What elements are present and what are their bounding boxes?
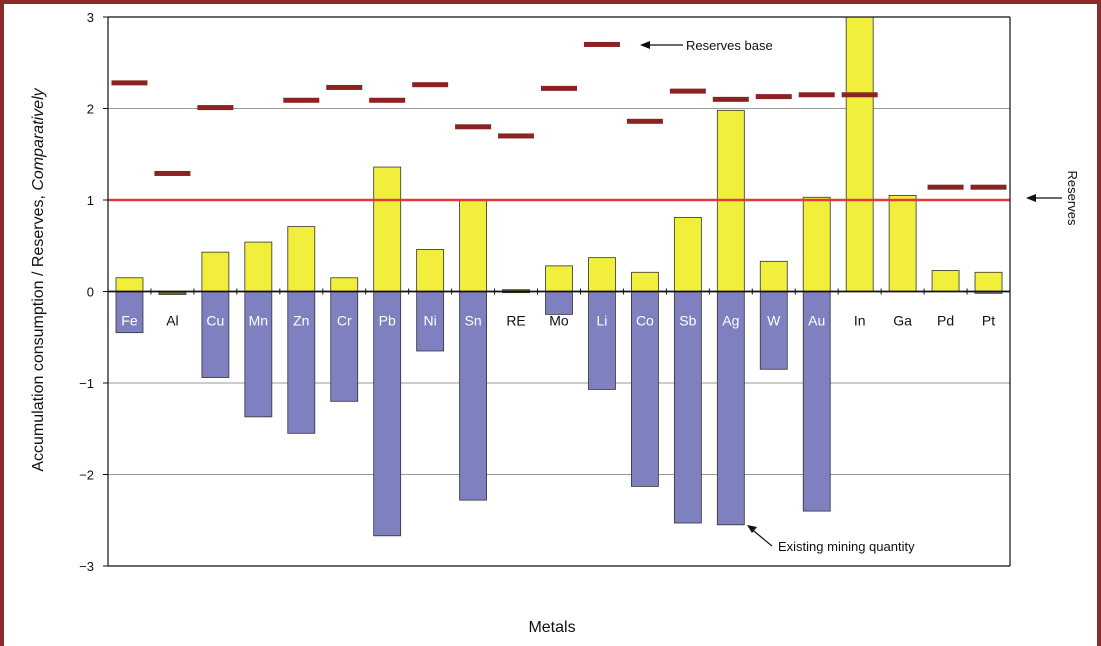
category-label-ga: Ga [893, 313, 912, 329]
consumption-bar-in [845, 16, 874, 292]
category-label-ag: Ag [722, 313, 739, 329]
reserves-base-mark-cr [326, 84, 363, 90]
reserves-base-mark-re [498, 133, 535, 139]
mining-bar-cr [330, 291, 359, 402]
mining-bar-sn [459, 291, 487, 501]
labels: Fe Al Cu Mn Zn Cr Pb Ni Sn RE Mo Li Co Sb Ag W Au In Ga Pd P… [121, 313, 995, 329]
reserves-base-arrowhead [640, 41, 650, 49]
reserves-base-mark-zn [283, 97, 320, 103]
reserves-base-mark-au [798, 92, 835, 98]
mining-bar-w [759, 291, 788, 370]
mining-bar-li [588, 291, 616, 390]
consumption-bar-sb [673, 216, 702, 292]
category-label-pb: Pb [379, 313, 396, 329]
reserves-base-mark-sb [669, 88, 706, 94]
mining-bar-mo [545, 291, 573, 315]
y-axis-label: Accumulation consumption / Reserves, Com… [30, 87, 47, 471]
consumption-bar-pb [373, 166, 402, 292]
reserves-label: Reserves [1065, 171, 1080, 226]
existing-mining-annotation: Existing mining quantity [747, 525, 915, 554]
consumption-bar-co [631, 271, 659, 292]
category-label-pt: Pt [982, 313, 995, 329]
reserves-base-mark-in [841, 92, 878, 98]
axes: 3 2 1 0 −1 −2 −3 [79, 10, 1011, 574]
category-label-sb: Sb [679, 313, 696, 329]
category-label-w: W [767, 313, 781, 329]
consumption-bar-fe [115, 277, 144, 292]
category-label-al: Al [166, 313, 178, 329]
consumption-bar-sn [459, 199, 487, 292]
category-label-cr: Cr [337, 313, 352, 329]
category-label-re: RE [506, 313, 525, 329]
reserves-base-mark-sn [455, 124, 492, 130]
reserves-base-mark-al [154, 170, 191, 176]
reserves-base-mark-ni [412, 82, 449, 88]
consumption-bar-pt [974, 271, 1003, 292]
reserves-base-mark-w [755, 94, 792, 100]
y-tick-label: −1 [79, 376, 94, 391]
category-label-li: Li [596, 313, 607, 329]
reserves-base-mark-pb [369, 97, 406, 103]
bars [115, 16, 1003, 537]
reserves-base-mark-pt [970, 184, 1007, 190]
consumption-bar-li [588, 257, 616, 292]
category-label-mo: Mo [549, 313, 569, 329]
y-tick-label: 3 [87, 10, 94, 25]
y-tick-label: −3 [79, 559, 94, 574]
y-axis-label-italic: Comparatively [30, 87, 47, 190]
x-axis-label: Metals [528, 619, 575, 636]
category-label-pd: Pd [937, 313, 954, 329]
category-label-mn: Mn [249, 313, 268, 329]
category-label-au: Au [808, 313, 825, 329]
reserves-arrowhead [1026, 194, 1036, 202]
category-label-cu: Cu [206, 313, 224, 329]
mining-bar-co [631, 291, 659, 487]
reserves-base-mark-co [626, 118, 663, 124]
mining-bar-cu [201, 291, 230, 378]
consumption-bar-zn [287, 226, 316, 292]
reserves-base-label: Reserves base [686, 38, 773, 53]
reserves-base-mark-ag [712, 96, 749, 102]
category-label-co: Co [636, 313, 654, 329]
category-label-sn: Sn [465, 313, 482, 329]
reserves-base-mark-pd [927, 184, 964, 190]
y-tick-label: −2 [79, 468, 94, 483]
consumption-bar-cu [201, 251, 230, 292]
reserves-base-mark-fe [111, 80, 148, 86]
consumption-bar-au [802, 196, 831, 292]
consumption-bar-mn [244, 241, 273, 292]
mining-bar-mn [244, 291, 273, 418]
y-tick-label: 1 [87, 193, 94, 208]
mining-bar-ag [716, 291, 745, 526]
reserves-base-annotation: Reserves base [640, 38, 773, 53]
mining-bar-zn [287, 291, 316, 434]
reserve-base-marks [111, 41, 1007, 190]
reserves-base-mark-li [583, 41, 620, 47]
existing-mining-label: Existing mining quantity [778, 539, 915, 554]
consumption-bar-ni [416, 249, 445, 292]
category-label-zn: Zn [293, 313, 309, 329]
reserves-base-mark-cu [197, 105, 234, 111]
category-label-fe: Fe [121, 313, 138, 329]
existing-mining-arrowhead [747, 525, 757, 533]
category-label-in: In [854, 313, 866, 329]
consumption-bar-w [759, 260, 788, 292]
consumption-bar-cr [330, 277, 359, 292]
consumption-bar-ga [888, 195, 917, 292]
consumption-bar-mo [545, 265, 573, 292]
mining-bar-sb [673, 291, 702, 524]
category-label-ni: Ni [424, 313, 437, 329]
y-axis-label-main: Accumulation consumption / Reserves, [30, 191, 47, 472]
mining-bar-pb [373, 291, 402, 537]
y-tick-label: 2 [87, 102, 94, 117]
y-tick-label: 0 [87, 285, 94, 300]
reserves-annotation: Reserves [1026, 171, 1080, 226]
reserves-base-mark-mo [541, 85, 577, 91]
consumption-bar-pd [931, 270, 960, 292]
mining-bar-fe [115, 291, 144, 334]
